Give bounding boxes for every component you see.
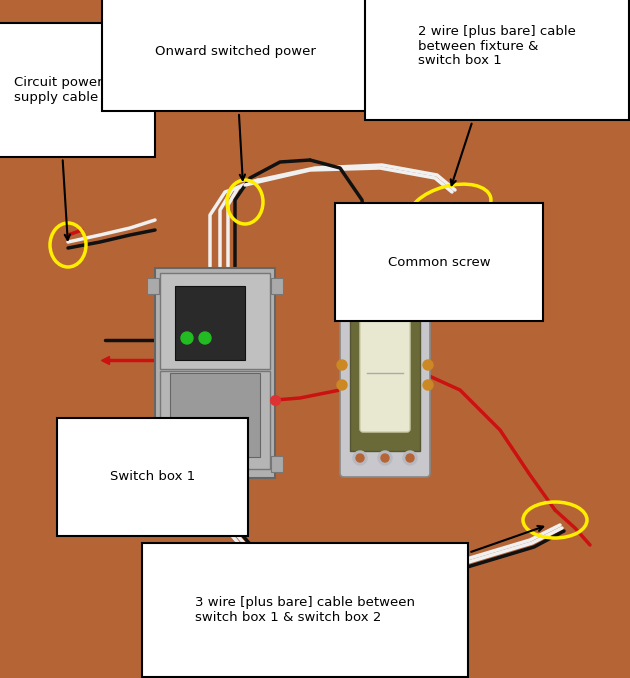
Circle shape [337, 360, 347, 370]
Circle shape [406, 288, 414, 296]
Circle shape [356, 454, 364, 462]
Bar [175, 286, 245, 359]
FancyBboxPatch shape [360, 318, 410, 432]
Circle shape [423, 380, 433, 390]
Text: Circuit power
supply cable: Circuit power supply cable [14, 76, 103, 240]
Circle shape [381, 288, 389, 296]
Circle shape [356, 288, 364, 296]
Bar [271, 278, 283, 294]
Circle shape [406, 454, 414, 462]
FancyBboxPatch shape [340, 274, 430, 477]
Circle shape [337, 380, 347, 390]
Text: Common screw: Common screw [362, 256, 491, 317]
Circle shape [199, 332, 211, 344]
Circle shape [378, 451, 392, 465]
Bar [147, 278, 159, 294]
Text: Onward switched power: Onward switched power [155, 45, 316, 180]
Circle shape [353, 285, 367, 299]
Bar [170, 373, 260, 457]
Text: Switch box 1: Switch box 1 [110, 471, 195, 483]
Circle shape [403, 285, 417, 299]
Bar [160, 273, 270, 369]
Circle shape [181, 332, 193, 344]
Circle shape [353, 451, 367, 465]
Circle shape [381, 454, 389, 462]
Circle shape [423, 360, 433, 370]
Bar [147, 456, 159, 472]
Bar [155, 268, 275, 478]
Circle shape [378, 285, 392, 299]
FancyBboxPatch shape [350, 300, 420, 451]
Text: 3 wire [plus bare] cable between
switch box 1 & switch box 2: 3 wire [plus bare] cable between switch … [195, 526, 543, 624]
Text: 2 wire [plus bare] cable
between fixture &
switch box 1: 2 wire [plus bare] cable between fixture… [418, 24, 576, 185]
Bar [271, 456, 283, 472]
Circle shape [403, 451, 417, 465]
Bar [160, 371, 270, 468]
